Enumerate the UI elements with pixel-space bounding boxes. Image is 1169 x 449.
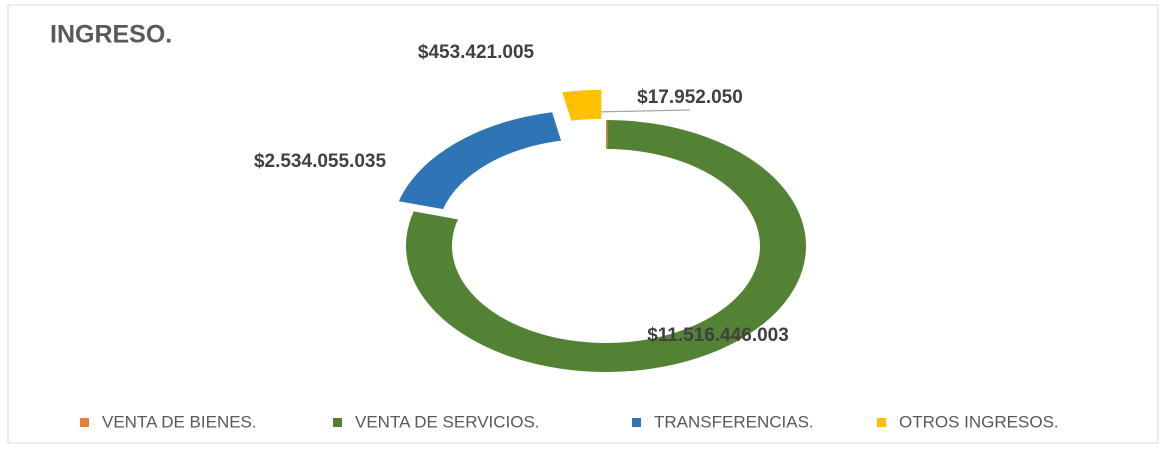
chart-frame (7, 4, 1159, 444)
data-label: $453.421.005 (418, 42, 535, 63)
data-label: $11.516.446.003 (647, 325, 789, 346)
legend-label: VENTA DE SERVICIOS. (355, 412, 540, 431)
data-label: $17.952.050 (637, 87, 743, 108)
leader-line (592, 109, 691, 113)
data-label: $2.534.055.035 (254, 151, 387, 172)
legend-swatch (632, 418, 641, 427)
legend-swatch (333, 418, 342, 427)
chart-title: INGRESO. (50, 21, 172, 49)
donut-segment (398, 112, 562, 210)
legend-label: OTROS INGRESOS. (899, 412, 1059, 431)
legend-swatch (877, 418, 886, 427)
donut-segment (606, 120, 608, 150)
legend-swatch (80, 418, 89, 427)
donut-segment (562, 89, 602, 121)
legend-label: VENTA DE BIENES. (102, 412, 257, 431)
legend-label: TRANSFERENCIAS. (654, 412, 814, 431)
